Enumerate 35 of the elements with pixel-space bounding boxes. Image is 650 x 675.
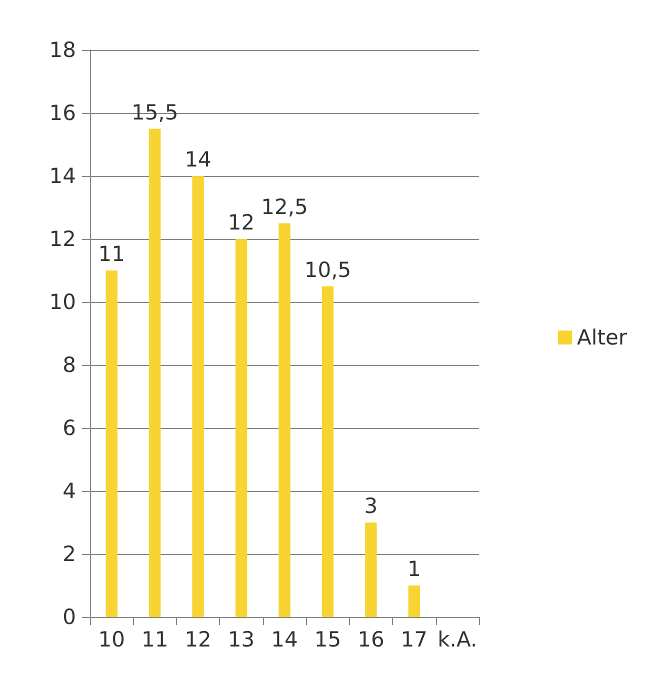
x-tick-label: 15 [314,628,342,652]
bar [322,286,334,617]
bar [106,270,118,617]
y-tick-label: 2 [62,542,76,566]
legend-label: Alter [577,326,628,350]
y-tick-label: 18 [49,38,76,62]
y-tick-label: 0 [62,605,76,629]
x-tick-label: 17 [400,628,428,652]
bar [235,239,248,617]
data-label: 11 [98,242,125,266]
y-tick-label: 6 [62,416,76,440]
data-label: 12,5 [261,194,308,219]
bar [278,223,290,617]
bar [149,128,161,617]
x-tick-label: 11 [141,628,168,652]
data-label: 12 [228,210,255,234]
data-label: 1 [407,557,421,581]
x-tick-label: 12 [184,628,212,652]
x-tick-label: 13 [228,628,255,652]
bar [365,522,377,617]
bar [192,176,204,617]
y-tick-label: 14 [49,164,76,188]
data-label: 14 [184,148,212,172]
bar [408,586,420,617]
x-tick-label: 14 [271,628,298,652]
y-tick-label: 16 [49,101,76,125]
data-label: 10,5 [304,258,352,282]
y-tick-label: 8 [62,353,76,377]
y-tick-label: 4 [62,479,76,503]
data-label: 3 [364,494,378,518]
x-tick-label: k.A. [438,628,478,652]
y-tick-label: 10 [49,290,76,314]
x-tick-label: 16 [358,628,384,652]
y-tick-label: 12 [49,227,76,251]
x-tick-label: 10 [98,628,125,652]
